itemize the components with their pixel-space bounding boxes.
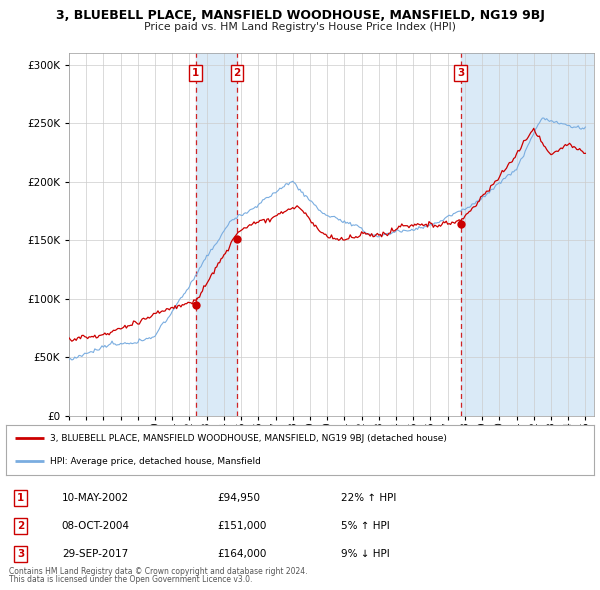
Bar xyxy=(196,53,237,416)
Text: 2: 2 xyxy=(233,68,241,78)
Text: 3, BLUEBELL PLACE, MANSFIELD WOODHOUSE, MANSFIELD, NG19 9BJ (detached house): 3, BLUEBELL PLACE, MANSFIELD WOODHOUSE, … xyxy=(50,434,447,443)
Text: 22% ↑ HPI: 22% ↑ HPI xyxy=(341,493,397,503)
Text: £151,000: £151,000 xyxy=(218,520,267,530)
Bar xyxy=(461,53,594,416)
Text: 2: 2 xyxy=(17,520,25,530)
Text: £94,950: £94,950 xyxy=(218,493,260,503)
Text: 9% ↓ HPI: 9% ↓ HPI xyxy=(341,549,390,559)
Text: 29-SEP-2017: 29-SEP-2017 xyxy=(62,549,128,559)
Text: 5% ↑ HPI: 5% ↑ HPI xyxy=(341,520,390,530)
Text: Contains HM Land Registry data © Crown copyright and database right 2024.: Contains HM Land Registry data © Crown c… xyxy=(9,567,308,576)
Text: 08-OCT-2004: 08-OCT-2004 xyxy=(62,520,130,530)
Text: This data is licensed under the Open Government Licence v3.0.: This data is licensed under the Open Gov… xyxy=(9,575,253,584)
Text: 1: 1 xyxy=(192,68,199,78)
Text: 3: 3 xyxy=(17,549,25,559)
Text: £164,000: £164,000 xyxy=(218,549,267,559)
Text: HPI: Average price, detached house, Mansfield: HPI: Average price, detached house, Mans… xyxy=(50,457,261,466)
Text: 3, BLUEBELL PLACE, MANSFIELD WOODHOUSE, MANSFIELD, NG19 9BJ: 3, BLUEBELL PLACE, MANSFIELD WOODHOUSE, … xyxy=(56,9,544,22)
Text: Price paid vs. HM Land Registry's House Price Index (HPI): Price paid vs. HM Land Registry's House … xyxy=(144,22,456,32)
Text: 10-MAY-2002: 10-MAY-2002 xyxy=(62,493,129,503)
Text: 1: 1 xyxy=(17,493,25,503)
Text: 3: 3 xyxy=(457,68,464,78)
